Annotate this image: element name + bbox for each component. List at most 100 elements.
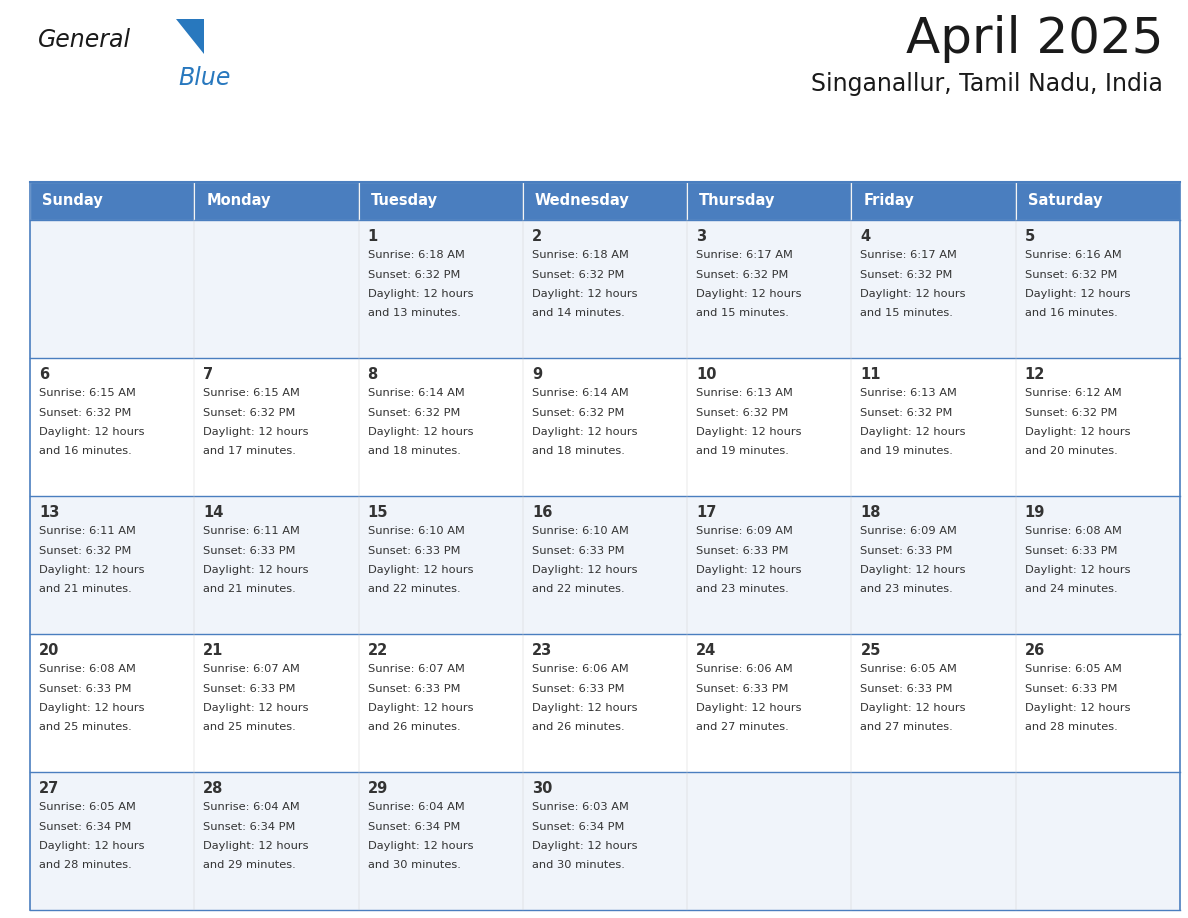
Bar <box>687 358 852 496</box>
Text: Sunset: 6:33 PM: Sunset: 6:33 PM <box>860 684 953 693</box>
Bar <box>195 358 359 496</box>
Text: and 21 minutes.: and 21 minutes. <box>39 585 132 595</box>
Text: and 25 minutes.: and 25 minutes. <box>203 722 296 733</box>
Text: Sunset: 6:34 PM: Sunset: 6:34 PM <box>532 822 624 832</box>
Bar <box>1016 772 1180 910</box>
Text: and 30 minutes.: and 30 minutes. <box>367 860 461 870</box>
Text: Sunset: 6:33 PM: Sunset: 6:33 PM <box>367 684 460 693</box>
Text: Sunrise: 6:06 AM: Sunrise: 6:06 AM <box>532 664 628 674</box>
Text: Daylight: 12 hours: Daylight: 12 hours <box>203 841 309 851</box>
Text: and 21 minutes.: and 21 minutes. <box>203 585 296 595</box>
Text: Sunset: 6:32 PM: Sunset: 6:32 PM <box>860 408 953 418</box>
Text: 14: 14 <box>203 505 223 520</box>
Text: Daylight: 12 hours: Daylight: 12 hours <box>860 427 966 437</box>
Text: and 25 minutes.: and 25 minutes. <box>39 722 132 733</box>
Text: 19: 19 <box>1025 505 1045 520</box>
Text: Sunday: Sunday <box>42 194 102 208</box>
Text: 5: 5 <box>1025 229 1035 244</box>
Text: and 18 minutes.: and 18 minutes. <box>532 446 625 456</box>
Text: Sunset: 6:33 PM: Sunset: 6:33 PM <box>367 545 460 555</box>
Text: and 20 minutes.: and 20 minutes. <box>1025 446 1118 456</box>
Text: and 23 minutes.: and 23 minutes. <box>696 585 789 595</box>
Text: Sunset: 6:32 PM: Sunset: 6:32 PM <box>532 408 624 418</box>
Text: Tuesday: Tuesday <box>371 194 437 208</box>
Bar <box>195 772 359 910</box>
Text: 9: 9 <box>532 367 542 382</box>
Bar <box>523 634 687 772</box>
Text: Sunset: 6:33 PM: Sunset: 6:33 PM <box>203 684 296 693</box>
Text: and 13 minutes.: and 13 minutes. <box>367 308 461 319</box>
Bar <box>852 772 1016 910</box>
Text: 3: 3 <box>696 229 707 244</box>
Text: and 28 minutes.: and 28 minutes. <box>39 860 132 870</box>
Text: Sunset: 6:32 PM: Sunset: 6:32 PM <box>532 270 624 279</box>
Text: 24: 24 <box>696 643 716 658</box>
Bar <box>359 358 523 496</box>
Text: and 24 minutes.: and 24 minutes. <box>1025 585 1118 595</box>
Text: Sunset: 6:33 PM: Sunset: 6:33 PM <box>39 684 132 693</box>
Text: Daylight: 12 hours: Daylight: 12 hours <box>532 565 637 575</box>
Text: Sunrise: 6:09 AM: Sunrise: 6:09 AM <box>696 526 794 536</box>
Text: Sunrise: 6:13 AM: Sunrise: 6:13 AM <box>860 388 958 398</box>
Text: and 26 minutes.: and 26 minutes. <box>532 722 625 733</box>
Text: and 28 minutes.: and 28 minutes. <box>1025 722 1118 733</box>
Text: Saturday: Saturday <box>1028 194 1102 208</box>
Text: Daylight: 12 hours: Daylight: 12 hours <box>532 289 637 299</box>
Text: Sunrise: 6:08 AM: Sunrise: 6:08 AM <box>1025 526 1121 536</box>
Text: 12: 12 <box>1025 367 1045 382</box>
Text: and 19 minutes.: and 19 minutes. <box>696 446 789 456</box>
Text: Sunrise: 6:18 AM: Sunrise: 6:18 AM <box>367 250 465 260</box>
Text: Sunset: 6:32 PM: Sunset: 6:32 PM <box>1025 270 1117 279</box>
Text: Sunset: 6:32 PM: Sunset: 6:32 PM <box>203 408 296 418</box>
Text: 8: 8 <box>367 367 378 382</box>
Bar <box>523 220 687 358</box>
Bar <box>687 182 852 220</box>
Text: Sunrise: 6:05 AM: Sunrise: 6:05 AM <box>39 802 135 812</box>
Text: Sunrise: 6:15 AM: Sunrise: 6:15 AM <box>39 388 135 398</box>
Text: Sunrise: 6:18 AM: Sunrise: 6:18 AM <box>532 250 628 260</box>
Bar <box>687 220 852 358</box>
Text: 20: 20 <box>39 643 59 658</box>
Text: and 30 minutes.: and 30 minutes. <box>532 860 625 870</box>
Text: Singanallur, Tamil Nadu, India: Singanallur, Tamil Nadu, India <box>811 72 1163 96</box>
Text: Sunset: 6:34 PM: Sunset: 6:34 PM <box>39 822 132 832</box>
Text: 11: 11 <box>860 367 881 382</box>
Text: Sunrise: 6:10 AM: Sunrise: 6:10 AM <box>532 526 628 536</box>
Text: Sunrise: 6:17 AM: Sunrise: 6:17 AM <box>860 250 958 260</box>
Bar <box>852 496 1016 634</box>
Text: Daylight: 12 hours: Daylight: 12 hours <box>696 565 802 575</box>
Text: Daylight: 12 hours: Daylight: 12 hours <box>696 703 802 713</box>
Bar <box>359 220 523 358</box>
Text: and 15 minutes.: and 15 minutes. <box>860 308 953 319</box>
Bar <box>1016 220 1180 358</box>
Text: Sunset: 6:33 PM: Sunset: 6:33 PM <box>532 684 625 693</box>
Text: Sunrise: 6:07 AM: Sunrise: 6:07 AM <box>367 664 465 674</box>
Text: Sunset: 6:32 PM: Sunset: 6:32 PM <box>1025 408 1117 418</box>
Bar <box>30 772 195 910</box>
Bar <box>852 634 1016 772</box>
Text: Sunset: 6:34 PM: Sunset: 6:34 PM <box>203 822 296 832</box>
Bar <box>195 496 359 634</box>
Text: 22: 22 <box>367 643 387 658</box>
Text: Thursday: Thursday <box>700 194 776 208</box>
Bar <box>30 182 195 220</box>
Bar <box>195 220 359 358</box>
Text: and 27 minutes.: and 27 minutes. <box>696 722 789 733</box>
Text: Sunrise: 6:12 AM: Sunrise: 6:12 AM <box>1025 388 1121 398</box>
Text: Daylight: 12 hours: Daylight: 12 hours <box>696 289 802 299</box>
Text: Sunrise: 6:06 AM: Sunrise: 6:06 AM <box>696 664 792 674</box>
Text: 15: 15 <box>367 505 388 520</box>
Text: 10: 10 <box>696 367 716 382</box>
Bar <box>687 634 852 772</box>
Text: and 29 minutes.: and 29 minutes. <box>203 860 296 870</box>
Text: Sunset: 6:32 PM: Sunset: 6:32 PM <box>39 545 132 555</box>
Text: Sunset: 6:32 PM: Sunset: 6:32 PM <box>696 408 789 418</box>
Text: 27: 27 <box>39 781 59 796</box>
Bar <box>687 496 852 634</box>
Text: 28: 28 <box>203 781 223 796</box>
Bar <box>30 220 195 358</box>
Text: Friday: Friday <box>864 194 915 208</box>
Text: Sunrise: 6:04 AM: Sunrise: 6:04 AM <box>367 802 465 812</box>
Text: Daylight: 12 hours: Daylight: 12 hours <box>860 565 966 575</box>
Text: April 2025: April 2025 <box>905 15 1163 63</box>
